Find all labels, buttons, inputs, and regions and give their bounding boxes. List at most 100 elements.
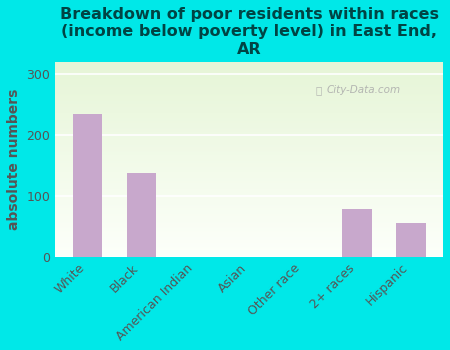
Bar: [55, 147, 443, 148]
Bar: [55, 195, 443, 196]
Text: Ⓢ: Ⓢ: [315, 85, 321, 96]
Bar: [55, 65, 443, 66]
Bar: [55, 122, 443, 124]
Bar: [55, 135, 443, 136]
Bar: [55, 226, 443, 228]
Bar: [55, 163, 443, 164]
Bar: [55, 233, 443, 234]
Bar: [55, 197, 443, 198]
Bar: [55, 70, 443, 71]
Bar: [55, 250, 443, 251]
Bar: [55, 184, 443, 185]
Bar: [55, 137, 443, 138]
Bar: [55, 255, 443, 256]
Bar: [55, 77, 443, 78]
Bar: [55, 119, 443, 120]
Bar: [55, 179, 443, 180]
Bar: [55, 108, 443, 109]
Bar: [55, 241, 443, 242]
Bar: [55, 98, 443, 99]
Bar: [55, 125, 443, 126]
Bar: [55, 142, 443, 143]
Bar: [55, 223, 443, 224]
Bar: [55, 145, 443, 146]
Bar: [55, 245, 443, 246]
Bar: [55, 212, 443, 213]
Bar: [55, 244, 443, 245]
Bar: [55, 158, 443, 159]
Bar: [55, 186, 443, 187]
Title: Breakdown of poor residents within races
(income below poverty level) in East En: Breakdown of poor residents within races…: [60, 7, 439, 57]
Bar: [55, 215, 443, 216]
Bar: [55, 219, 443, 220]
Bar: [55, 95, 443, 96]
Bar: [55, 165, 443, 166]
Bar: [55, 83, 443, 84]
Bar: [55, 99, 443, 100]
Bar: [55, 150, 443, 152]
Bar: [55, 254, 443, 255]
Bar: [55, 252, 443, 253]
Bar: [55, 243, 443, 244]
Bar: [55, 167, 443, 168]
Bar: [55, 175, 443, 176]
Bar: [55, 228, 443, 229]
Bar: [55, 79, 443, 80]
Y-axis label: absolute numbers: absolute numbers: [7, 89, 21, 230]
Bar: [55, 143, 443, 144]
Bar: [55, 238, 443, 239]
Bar: [55, 105, 443, 106]
Bar: [55, 109, 443, 110]
Bar: [55, 90, 443, 91]
Bar: [396, 223, 426, 257]
Bar: [55, 149, 443, 150]
Bar: [55, 129, 443, 130]
Bar: [55, 69, 443, 70]
Bar: [55, 154, 443, 155]
Bar: [55, 181, 443, 182]
Bar: [55, 187, 443, 188]
Bar: [55, 80, 443, 82]
Bar: [55, 68, 443, 69]
Bar: [55, 114, 443, 115]
Bar: [55, 121, 443, 122]
Bar: [55, 169, 443, 170]
Bar: [55, 127, 443, 128]
Bar: [55, 133, 443, 134]
Bar: [55, 203, 443, 204]
Bar: [55, 94, 443, 95]
Bar: [55, 120, 443, 121]
Bar: [55, 115, 443, 116]
Bar: [55, 232, 443, 233]
Bar: [55, 170, 443, 171]
Bar: [55, 141, 443, 142]
Bar: [55, 201, 443, 202]
Bar: [55, 136, 443, 137]
Bar: [55, 240, 443, 241]
Bar: [55, 239, 443, 240]
Bar: [55, 76, 443, 77]
Bar: [55, 194, 443, 195]
Bar: [55, 248, 443, 249]
Bar: [55, 92, 443, 93]
Bar: [55, 88, 443, 89]
Bar: [55, 62, 443, 63]
Bar: [55, 246, 443, 247]
Bar: [55, 156, 443, 158]
Bar: [55, 134, 443, 135]
Bar: [55, 191, 443, 193]
Bar: [55, 63, 443, 64]
Bar: [342, 209, 372, 257]
Bar: [55, 183, 443, 184]
Bar: [55, 216, 443, 217]
Bar: [55, 168, 443, 169]
Bar: [55, 146, 443, 147]
Bar: [55, 103, 443, 104]
Bar: [55, 112, 443, 113]
Bar: [55, 173, 443, 174]
Bar: [55, 130, 443, 131]
Bar: [55, 200, 443, 201]
Bar: [55, 132, 443, 133]
Bar: [55, 202, 443, 203]
Bar: [55, 155, 443, 156]
